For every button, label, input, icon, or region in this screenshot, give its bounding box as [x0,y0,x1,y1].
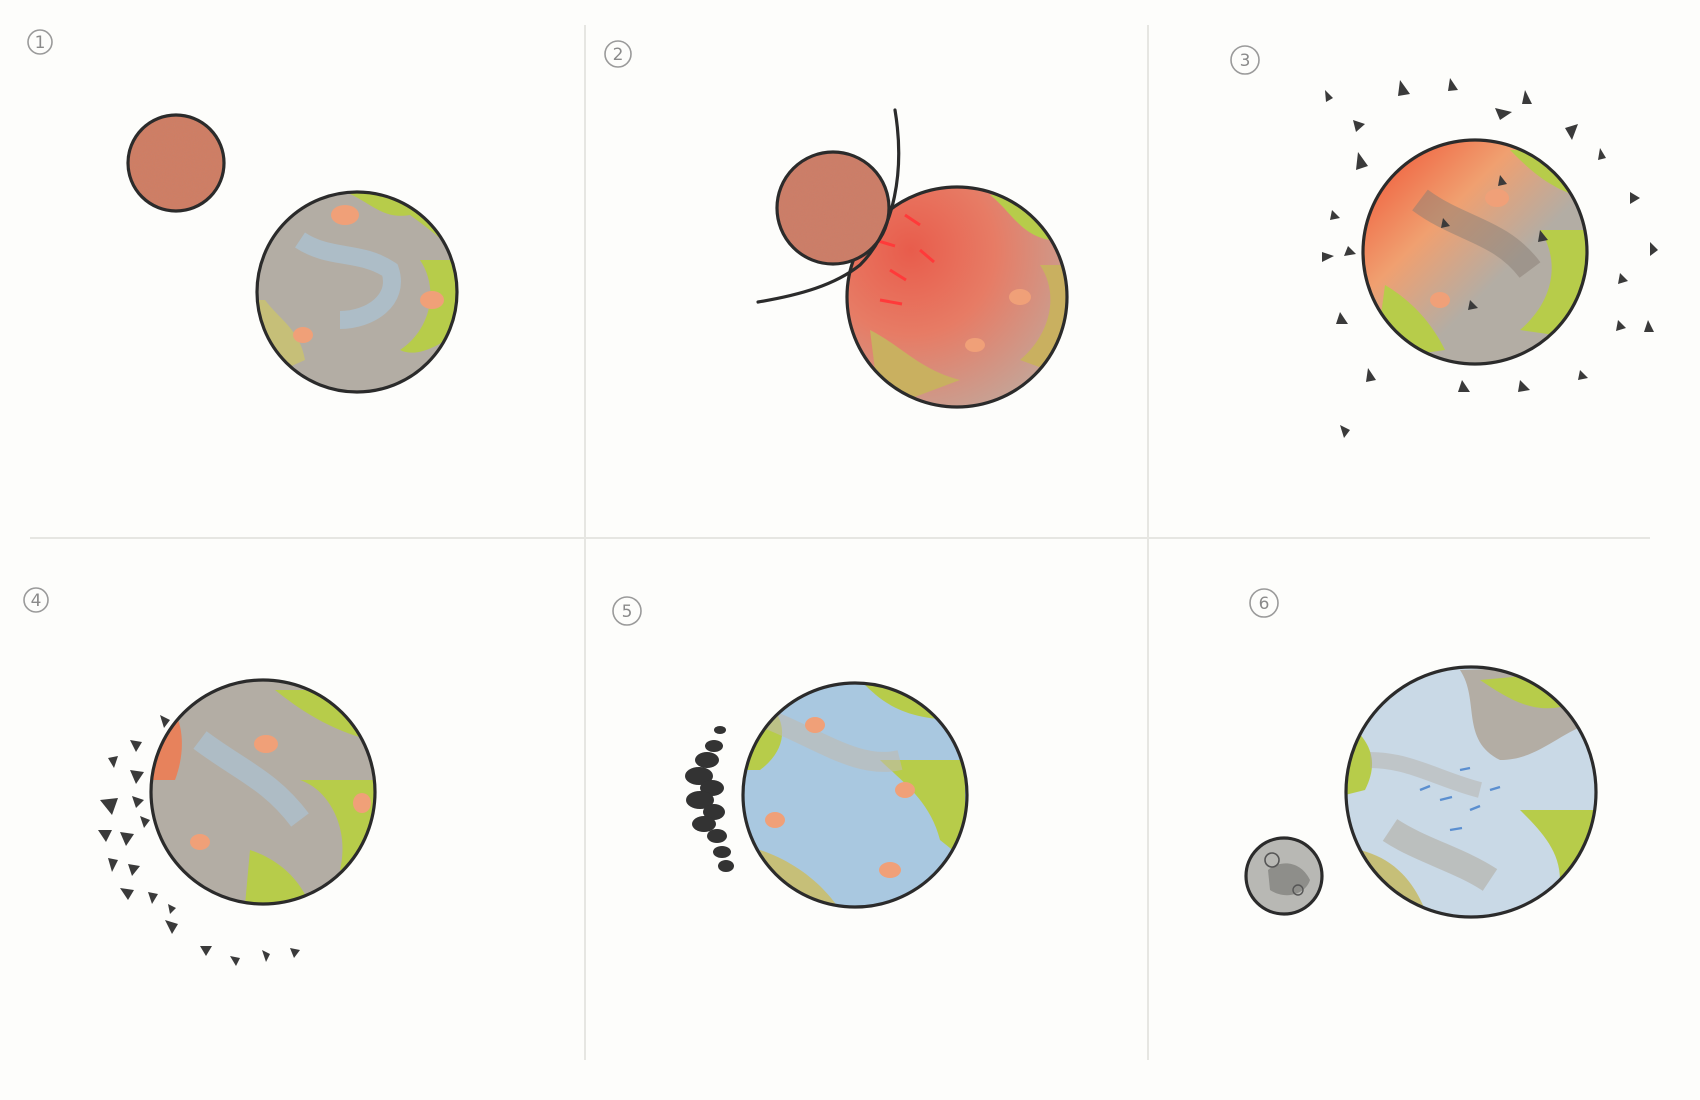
impactor-icon [126,113,226,213]
debris-icon [1322,78,1658,438]
panel-5: 5 [612,596,969,909]
planet-icon [1344,665,1598,919]
moon-icon [1244,836,1324,916]
impactor-icon [756,108,901,304]
step-label-1: 1 [35,33,46,53]
planet-icon [255,190,459,394]
circled-number-icon: 5 [612,596,642,626]
planet-icon [149,678,377,906]
step-label-3: 3 [1240,51,1251,71]
step-label-4: 4 [31,591,42,611]
circled-number-icon: 4 [23,587,49,613]
panel-6: 6 [1244,588,1598,919]
step-label-6: 6 [1259,594,1270,614]
debris-icon [685,726,734,872]
panel-1: 1 [27,29,459,394]
panel-grid [30,25,1650,1060]
debris-icon [98,715,300,966]
circled-number-icon: 2 [604,40,632,68]
impact-trail [756,108,901,304]
step-label-2: 2 [613,45,624,65]
planet-icon [741,681,969,909]
step-label-5: 5 [622,602,633,622]
planet-icon [1361,138,1589,366]
circled-number-icon: 6 [1249,588,1279,618]
panel-3: 3 [1230,45,1658,438]
circled-number-icon: 1 [27,29,53,55]
circled-number-icon: 3 [1230,45,1260,75]
panel-2: 2 [604,40,1069,409]
panel-4: 4 [23,587,377,966]
